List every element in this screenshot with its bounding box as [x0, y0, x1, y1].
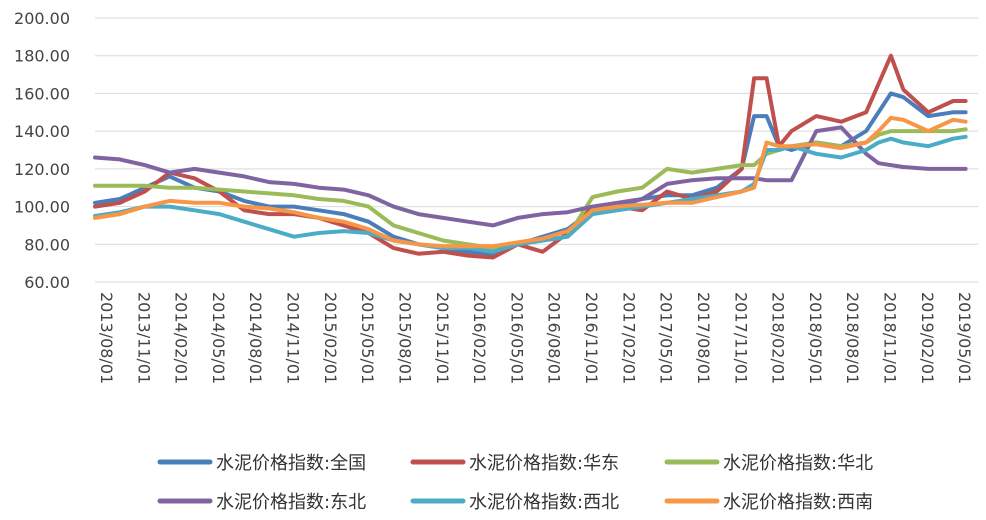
- x-tick-label: 2015/08/01: [395, 292, 414, 384]
- x-axis-ticks: 2013/08/01 2013/11/01 2014/02/01 2014/05/01…: [97, 292, 974, 384]
- x-tick-label: 2016/02/01: [470, 292, 489, 384]
- x-tick-label: 2014/08/01: [246, 292, 265, 384]
- x-tick-label: 2015/11/01: [433, 292, 452, 384]
- y-tick-label: 100.00: [14, 198, 70, 217]
- y-tick-label: 200.00: [14, 9, 70, 28]
- legend-label: 水泥价格指数:西北: [469, 492, 619, 513]
- y-tick-label: 180.00: [14, 47, 70, 66]
- x-tick-label: 2019/02/01: [918, 292, 937, 384]
- x-tick-label: 2016/05/01: [507, 292, 526, 384]
- y-tick-label: 60.00: [24, 273, 70, 292]
- x-tick-label: 2018/08/01: [843, 292, 862, 384]
- legend-label: 水泥价格指数:华北: [723, 453, 873, 474]
- legend-label: 水泥价格指数:华东: [469, 453, 619, 474]
- x-tick-label: 2017/08/01: [694, 292, 713, 384]
- x-tick-label: 2018/05/01: [806, 292, 825, 384]
- x-tick-label: 2017/02/01: [619, 292, 638, 384]
- x-tick-label: 2016/08/01: [545, 292, 564, 384]
- legend-label: 水泥价格指数:西南: [723, 492, 873, 513]
- series-lines: [93, 53, 968, 260]
- x-tick-label: 2017/11/01: [731, 292, 750, 384]
- series-line: [93, 115, 968, 249]
- x-tick-label: 2014/05/01: [209, 292, 228, 384]
- y-axis-ticks: 60.00 80.00 100.00 120.00 140.00 160.00 180.00…: [14, 9, 70, 292]
- x-tick-label: 2015/05/01: [358, 292, 377, 384]
- x-tick-label: 2013/08/01: [97, 292, 116, 384]
- series-line: [93, 134, 968, 254]
- x-tick-label: 2018/02/01: [769, 292, 788, 384]
- legend-label: 水泥价格指数:东北: [216, 492, 366, 513]
- y-tick-label: 80.00: [24, 235, 70, 254]
- series-line: [93, 125, 968, 228]
- y-tick-label: 160.00: [14, 84, 70, 103]
- y-tick-label: 140.00: [14, 122, 70, 141]
- legend-label: 水泥价格指数:全国: [216, 453, 366, 474]
- y-tick-label: 120.00: [14, 160, 70, 179]
- x-tick-label: 2014/11/01: [284, 292, 303, 384]
- x-tick-label: 2015/02/01: [321, 292, 340, 384]
- x-tick-label: 2018/11/01: [881, 292, 900, 384]
- x-tick-label: 2017/05/01: [657, 292, 676, 384]
- x-tick-label: 2014/02/01: [172, 292, 191, 384]
- x-tick-label: 2016/11/01: [582, 292, 601, 384]
- x-tick-label: 2013/11/01: [134, 292, 153, 384]
- x-tick-label: 2019/05/01: [955, 292, 974, 384]
